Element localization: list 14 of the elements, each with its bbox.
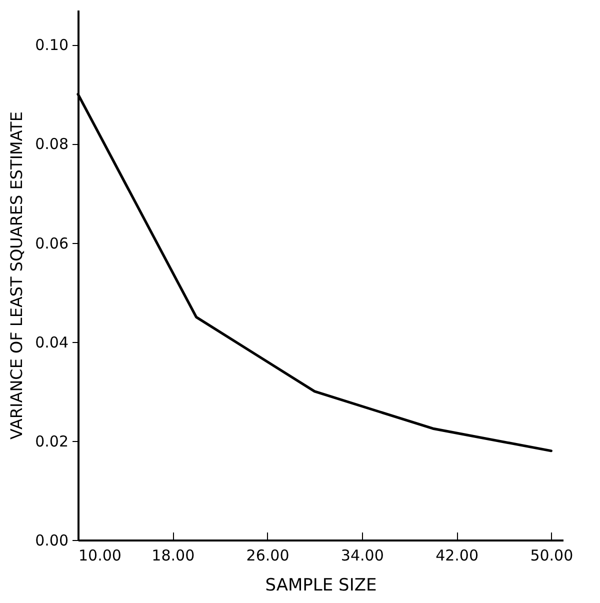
y-tick-label: 0.10 xyxy=(35,36,68,54)
x-tick-label: 18.00 xyxy=(152,546,195,564)
y-tick-label: 0.08 xyxy=(35,135,68,154)
y-tick-label: 0.04 xyxy=(35,333,68,352)
y-axis-title: VARIANCE OF LEAST SQUARES ESTIMATE xyxy=(7,112,26,440)
x-tick-label: 34.00 xyxy=(340,546,384,564)
x-tick-label: 10.00 xyxy=(78,546,122,564)
x-tick-label: 50.00 xyxy=(530,546,574,564)
x-axis-title: SAMPLE SIZE xyxy=(265,576,377,596)
y-tick-label: 0.00 xyxy=(35,532,68,550)
y-tick-label: 0.02 xyxy=(35,432,68,450)
x-tick-label: 26.00 xyxy=(246,546,290,564)
y-tick-label: 0.06 xyxy=(35,234,68,252)
x-tick-label: 42.00 xyxy=(436,546,479,564)
